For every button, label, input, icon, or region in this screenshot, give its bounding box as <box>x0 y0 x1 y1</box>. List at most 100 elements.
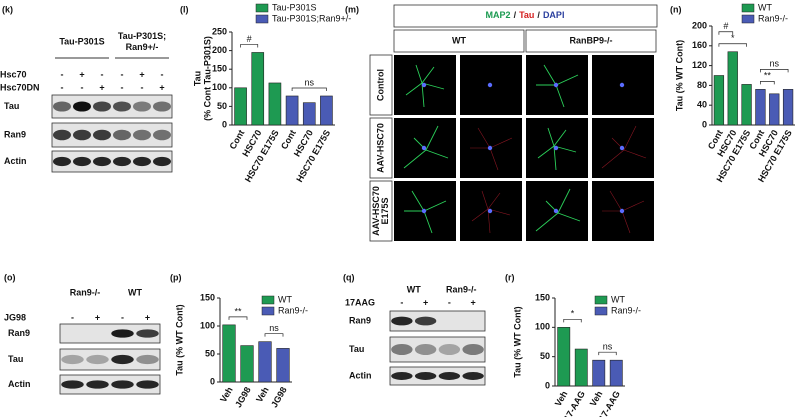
blot-band <box>414 372 437 380</box>
panel-letter: (q) <box>343 272 355 282</box>
treatment-sign: + <box>470 297 475 307</box>
blot-band <box>462 344 484 355</box>
blot-strip <box>51 94 173 119</box>
y-tick-label: 250 <box>212 26 227 36</box>
treatment-sign: - <box>121 69 124 79</box>
blot-band <box>438 372 461 380</box>
sig-bracket <box>760 81 775 85</box>
panel-letter: (r) <box>505 272 515 282</box>
bar <box>240 345 254 383</box>
y-tick-label: 0 <box>222 119 227 129</box>
panel-letter: (o) <box>4 272 16 282</box>
blot-strip <box>389 366 486 386</box>
blot-row-label: Ran9 <box>4 129 26 139</box>
treatment-label: Hsc70 <box>0 69 27 79</box>
blot-band <box>111 329 134 338</box>
bar <box>741 84 752 126</box>
nucleus <box>553 208 559 214</box>
bar <box>222 324 236 383</box>
sig-bracket <box>264 333 284 337</box>
row-label-group: AAV-HSC70 <box>375 123 385 173</box>
y-tick-label: 80 <box>697 80 707 90</box>
sig-bracket <box>228 316 248 320</box>
y-tick-label: 150 <box>212 64 227 74</box>
y-label-group: Tau (% WT Cont) <box>512 306 522 377</box>
nucleus <box>619 145 625 151</box>
blot-band <box>438 344 461 355</box>
nucleus <box>421 208 427 214</box>
treatment-sign: + <box>145 312 150 322</box>
treatment-label: Hsc70DN <box>0 82 40 92</box>
blot-band <box>111 380 134 389</box>
panel-letter: (p) <box>170 272 182 282</box>
bar <box>727 51 738 126</box>
nucleus <box>421 145 427 151</box>
bar <box>713 75 725 126</box>
sig-label: # <box>247 34 252 44</box>
row-label: AAV-HSC70 <box>375 123 385 173</box>
y-label-group: Tau (% Cont Tau-P301S) <box>192 36 212 121</box>
y-tick-label: 160 <box>692 40 707 50</box>
row-box <box>369 180 393 242</box>
treatment-sign: - <box>71 312 74 322</box>
y-label-group: Tau (% WT Cont) <box>174 304 184 375</box>
legend-swatch <box>261 295 275 305</box>
blot-band <box>53 156 71 167</box>
legend-swatch <box>594 295 608 305</box>
legend-swatch <box>255 3 269 13</box>
y-axis-label: (% Cont Tau-P301S) <box>202 36 212 121</box>
y-axis-label: Tau (% WT Cont) <box>512 306 522 377</box>
blot-band <box>93 101 111 112</box>
y-tick-label: 200 <box>212 45 227 55</box>
sig-bracket <box>718 43 747 47</box>
blot-band <box>113 156 131 167</box>
blot-band <box>93 156 111 167</box>
treatment-sign: + <box>139 69 144 79</box>
group-label: WT <box>128 287 142 297</box>
blot-band <box>111 354 134 365</box>
nucleus <box>487 82 493 88</box>
title-box <box>393 4 658 28</box>
nucleus <box>487 208 493 214</box>
sig-label: ** <box>764 71 772 81</box>
blot-band <box>136 329 159 338</box>
y-tick-label: 50 <box>540 351 550 361</box>
group-label: Tau-P301S <box>59 36 104 46</box>
bar <box>609 359 623 387</box>
panel-letter: (k) <box>2 4 13 14</box>
sig-label: ns <box>269 323 279 333</box>
nucleus <box>619 208 625 214</box>
blot-band <box>153 129 171 141</box>
sig-bracket <box>291 87 327 91</box>
column-box <box>525 29 657 53</box>
blot-band <box>93 129 111 141</box>
blot-band <box>391 316 413 326</box>
sig-label: * <box>571 309 575 319</box>
treatment-sign: + <box>159 82 164 92</box>
blot-band <box>53 129 71 141</box>
y-tick-label: 0 <box>702 119 707 129</box>
sig-label: ns <box>769 59 779 69</box>
blot-row-label: Actin <box>8 379 31 389</box>
bar <box>574 348 588 387</box>
blot-band <box>53 101 71 112</box>
blot-band <box>113 129 131 141</box>
blot-band <box>113 101 131 112</box>
blot-band <box>73 101 91 112</box>
blot-strip <box>59 348 161 371</box>
legend-swatch <box>594 306 608 316</box>
x-tick-label: Veh <box>588 389 605 408</box>
blot-band <box>133 129 151 141</box>
blot-row-label: Ran9 <box>349 315 371 325</box>
treatment-sign: - <box>121 312 124 322</box>
blot-strip <box>51 150 173 173</box>
y-tick-label: 100 <box>535 322 550 332</box>
blot-band <box>73 156 91 167</box>
sig-label: # <box>723 21 728 31</box>
y-tick-label: 150 <box>535 292 550 302</box>
treatment-sign: - <box>101 69 104 79</box>
bar <box>285 95 299 126</box>
blot-row-label: Ran9 <box>8 328 30 338</box>
group-label: WT <box>407 284 421 294</box>
bar <box>782 89 794 126</box>
